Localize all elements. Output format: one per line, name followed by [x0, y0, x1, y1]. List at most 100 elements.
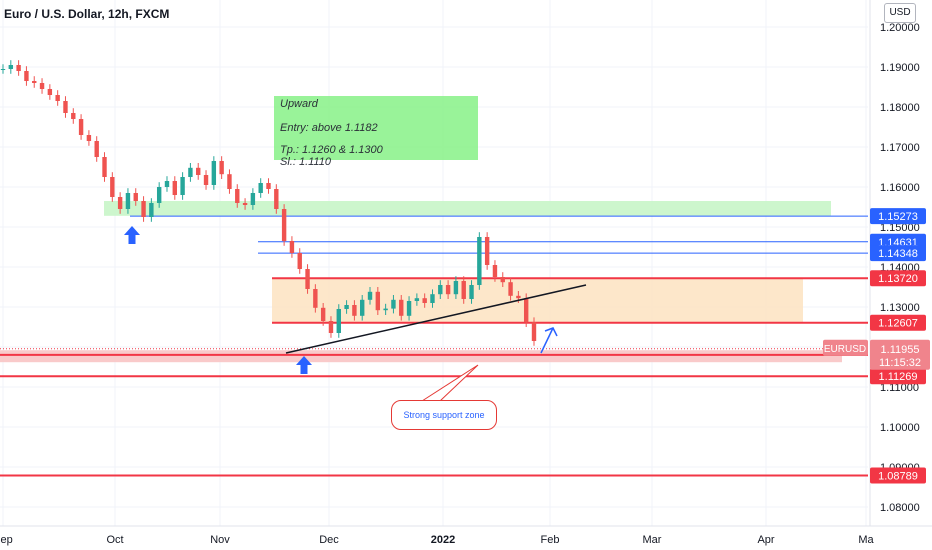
candle-body	[281, 209, 287, 241]
candle-body	[188, 167, 193, 177]
candle-body	[344, 305, 349, 309]
y-tick-label: 1.16000	[880, 182, 920, 194]
trade-note[interactable]: Upward Entry: above 1.1182 Tp.: 1.1260 &…	[274, 96, 478, 168]
candle-body	[328, 321, 334, 333]
candle-body	[78, 119, 84, 135]
candle-body	[320, 307, 326, 321]
price-axis[interactable]: 1.20000 1.19000 1.18000 1.17000 1.16000 1.150…	[869, 0, 920, 526]
symbol-badge	[823, 339, 868, 356]
x-tick-label: Apr	[757, 534, 774, 546]
candle-body	[523, 298, 529, 323]
candle-body	[406, 301, 412, 316]
candle-body	[0, 69, 6, 70]
y-tick-label: 1.18000	[880, 102, 920, 114]
candle-body	[196, 167, 201, 175]
candle-body	[47, 89, 53, 95]
symbol-badge-text: EURUSD	[824, 344, 866, 355]
candle-body	[235, 189, 240, 203]
price-label-box	[870, 245, 926, 262]
x-tick-label: Ma	[858, 534, 874, 546]
candle-body	[86, 135, 92, 141]
note-line: Entry: above 1.1182	[280, 122, 378, 134]
candle-body	[8, 65, 14, 69]
y-tick-label: 1.19000	[880, 62, 920, 74]
price-label-box	[870, 467, 926, 484]
candle-body	[461, 281, 466, 299]
candle-body	[258, 183, 263, 193]
candle-body	[164, 181, 170, 187]
candle-body	[227, 174, 232, 189]
candle-body	[352, 305, 357, 316]
candle-body	[94, 141, 99, 157]
support-zone	[0, 350, 842, 363]
trend-line	[285, 284, 587, 354]
candle-body	[469, 285, 474, 299]
current-price-text: 1.11955	[881, 344, 920, 356]
x-tick-label: Nov	[210, 534, 230, 546]
candle-body	[445, 285, 451, 295]
candle-body	[375, 291, 381, 311]
candle-body	[16, 65, 21, 71]
price-label-box	[870, 208, 926, 225]
candle-body	[484, 237, 490, 265]
candle-body	[313, 289, 318, 308]
candle-body	[383, 308, 388, 311]
candle-body	[360, 299, 365, 316]
x-tick-label: Oct	[106, 534, 123, 546]
candle-body	[266, 183, 271, 189]
candle-body	[125, 193, 131, 209]
candle-body	[242, 203, 248, 205]
currency-button[interactable]: USD	[884, 3, 916, 23]
y-tick-label: 1.11000	[880, 382, 919, 394]
x-tick-label: Feb	[541, 534, 560, 546]
candle-body	[492, 265, 498, 277]
candle-body	[32, 81, 37, 83]
candle-body	[133, 193, 138, 201]
note-line: Tp.: 1.1260 & 1.1300	[280, 144, 383, 156]
candle-body	[250, 193, 256, 205]
x-tick-label: Sep	[0, 534, 13, 546]
candle-body	[102, 157, 107, 177]
range-zone	[272, 278, 803, 323]
y-tick-label: 1.08000	[880, 502, 920, 514]
candle-body	[211, 161, 217, 185]
price-label-text: 1.13720	[878, 273, 918, 285]
candle-body	[430, 294, 435, 303]
candle-body	[516, 295, 521, 299]
candle-body	[508, 282, 513, 296]
candle-body	[24, 71, 29, 81]
symbol-title[interactable]: Euro / U.S. Dollar, 12h, FXCM	[4, 7, 170, 21]
candle-body	[414, 298, 420, 301]
price-label-text: 1.12607	[878, 318, 918, 330]
x-tick-label: Mar	[643, 534, 662, 546]
x-tick-label: Dec	[319, 534, 339, 546]
highlight-zones	[0, 201, 842, 363]
candle-body	[367, 291, 373, 300]
candle-body	[274, 189, 279, 209]
y-tick-label: 1.13000	[880, 302, 920, 314]
candle-body	[219, 161, 224, 175]
price-label-box	[870, 314, 926, 331]
candle-body	[422, 298, 427, 303]
candle-body	[289, 241, 295, 253]
candle-body	[172, 181, 177, 195]
candle-body	[180, 177, 185, 195]
support-callout[interactable]: Strong support zone	[391, 400, 497, 430]
candle-body	[141, 201, 146, 217]
candle-body	[438, 285, 443, 295]
current-price-box	[870, 339, 930, 370]
candle-body	[297, 253, 302, 269]
candle-body	[39, 83, 45, 89]
time-axis[interactable]: Sep Oct Nov Dec 2022 Feb Mar Apr Ma	[0, 525, 932, 546]
candle-body	[399, 299, 404, 316]
candle-body	[149, 203, 154, 217]
y-tick-label: 1.20000	[880, 22, 920, 34]
candle-body	[71, 113, 76, 119]
price-label-text: 1.15273	[878, 211, 918, 223]
x-tick-label: 2022	[431, 534, 455, 546]
up-arrow-icon	[124, 226, 140, 244]
candle-body	[110, 177, 115, 197]
forecast-arrow-icon	[540, 327, 558, 354]
demand-zone	[104, 201, 831, 216]
